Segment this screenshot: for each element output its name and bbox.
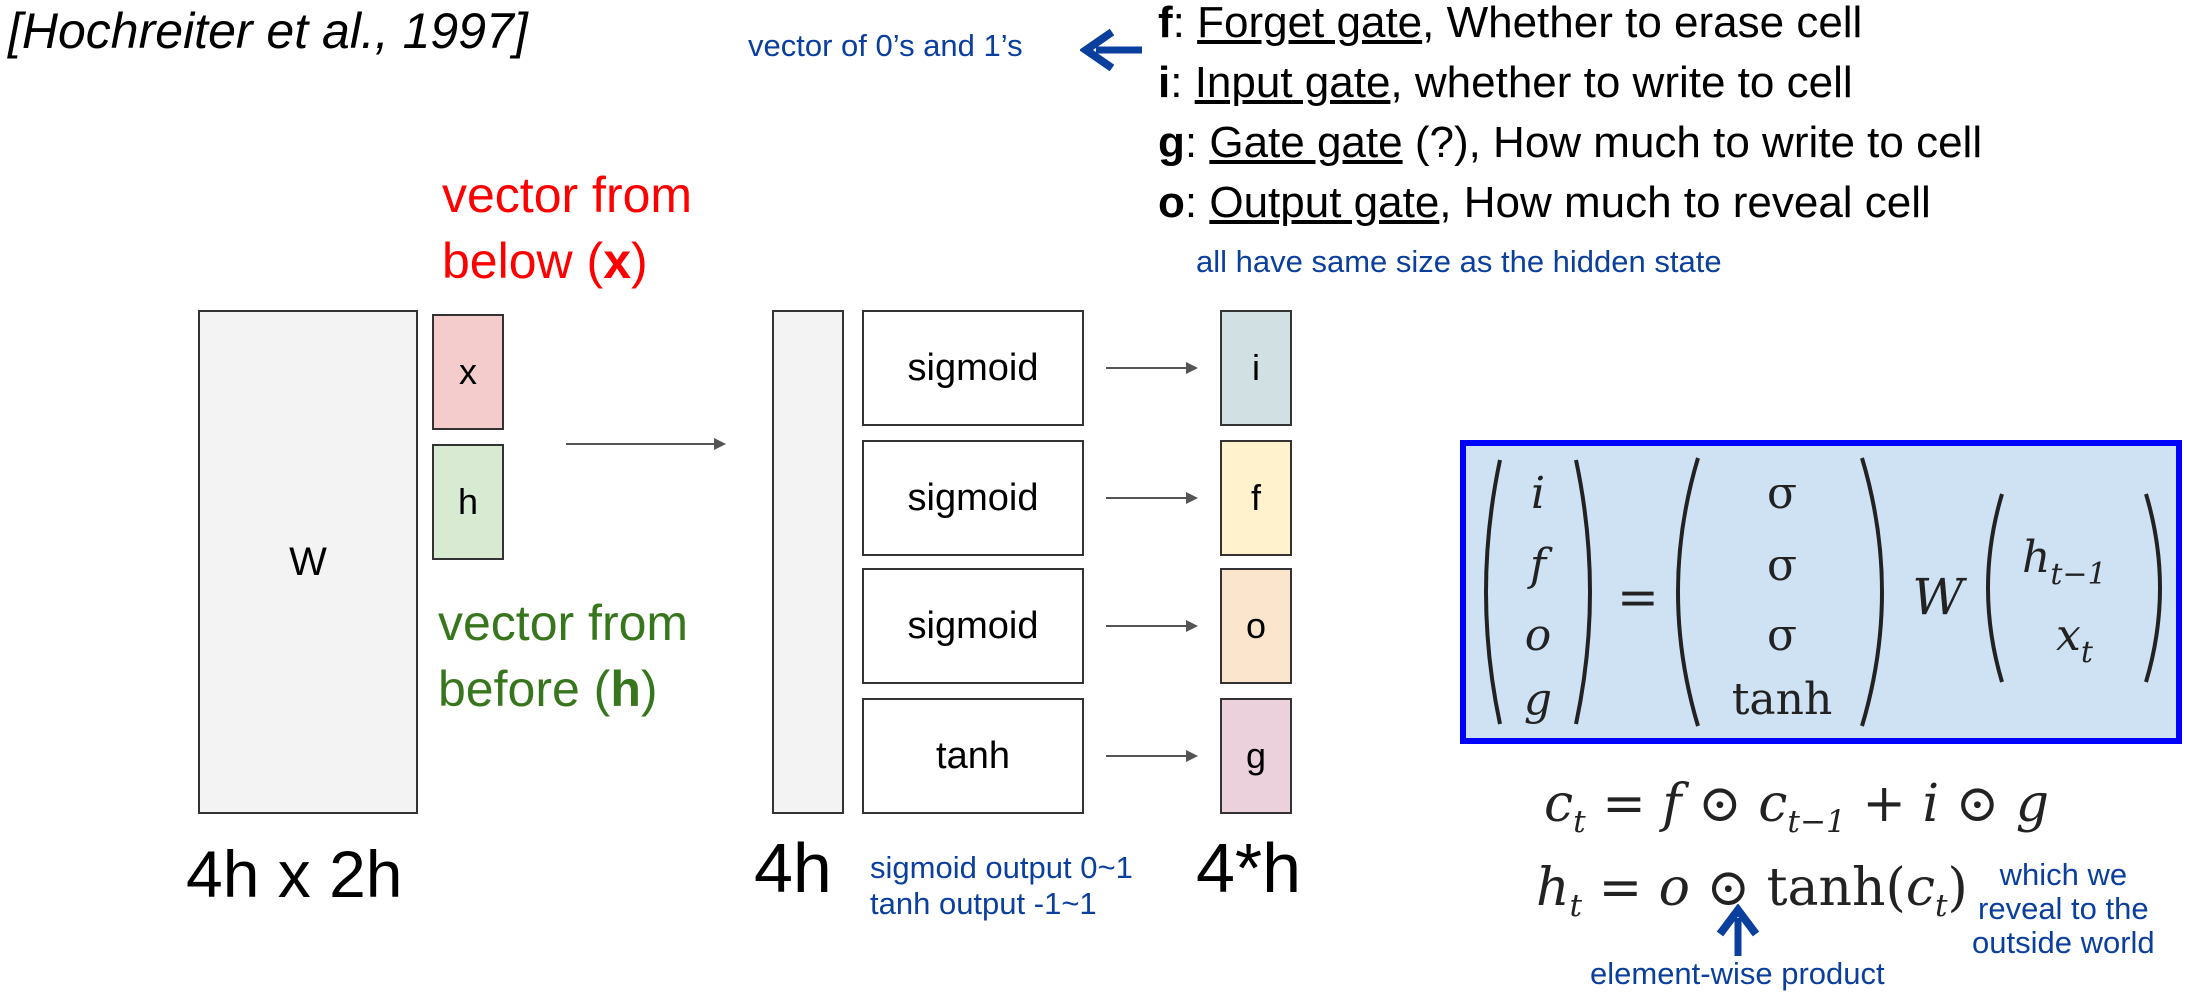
weight-matrix-label: W [289,539,327,584]
reveal-note-line3: outside world [1972,925,2155,960]
eq-lhs-i: i [1531,468,1545,519]
gate-letter: o [1158,178,1185,227]
hidden-state-equation: ht = o ⊙ tanh(ct) [1536,858,1968,924]
left-arrow-icon [1080,28,1142,72]
gate-box-label: g [1245,735,1267,776]
gate-desc: , whether to write to cell [1390,58,1853,107]
activation-label: sigmoid [907,346,1039,389]
gate-def-forget: f: Forget gate, Whether to erase cell [1158,0,1863,47]
eq-lhs-o: o [1525,610,1552,661]
citation: [Hochreiter et al., 1997] [8,3,528,59]
activation-note-line2: tanh output -1~1 [870,886,1097,921]
h-input-box: h [432,444,504,560]
right-arrow-icon [566,438,726,450]
gate-box-f: f [1220,440,1292,556]
gate-letter: g [1158,118,1185,167]
gate-box-label: o [1245,605,1267,646]
eq-rhs-1: σ [1767,468,1797,519]
arrow-icon-1 [1106,362,1198,374]
weight-matrix: W [198,310,418,814]
eq-w: W [1912,568,1967,626]
eq-rhs-3: σ [1767,610,1797,661]
gate-name: Gate gate [1209,118,1403,167]
product-note: element-wise product [1590,956,1885,991]
h-input-label: h [457,481,479,522]
cell-state-equation: ct = f ⊙ ct−1 + i ⊙ g [1544,774,2050,840]
activation-box-4: tanh [862,698,1084,814]
eq-rhs-4: tanh [1732,674,1833,725]
same-size-note: all have same size as the hidden state [1196,244,1722,279]
gate-note: vector of 0’s and 1’s [748,28,1023,63]
eq-lhs-g: g [1524,674,1552,725]
gate-letter: f [1158,0,1173,47]
pre-activation-vector [772,310,844,814]
arrow-icon-3 [1106,620,1198,632]
reveal-note-line1: which we [1999,857,2128,892]
gate-equation: i f o g = σ σ σ tanh W ht−1 xt [1484,457,2162,727]
x-input-label: x [459,351,477,392]
reveal-note: which we reveal to the outside world [1972,858,2155,960]
eq-h: ht−1 [2022,532,2107,592]
gate-letter: i [1158,58,1171,107]
activation-label: sigmoid [907,604,1039,647]
activation-box-3: sigmoid [862,568,1084,684]
gate-desc: (?), How much to write to cell [1402,118,1983,167]
h-vector-label: vector from before (h) [438,590,688,722]
eq-lhs-f: f [1527,540,1553,591]
gate-name: Output gate [1209,178,1440,227]
svg-text:=: = [1617,568,1659,626]
mid-dims: 4h [754,829,832,907]
gate-def-gate: g: Gate gate (?), How much to write to c… [1158,118,1983,167]
x-label-line1: vector from [442,167,693,223]
up-arrow-icon [1716,904,1760,956]
eq-rhs-2: σ [1767,540,1797,591]
activation-note-line1: sigmoid output 0~1 [870,850,1133,885]
gate-box-g: g [1220,698,1292,814]
gate-box-label: i [1252,347,1260,388]
gate-box-o: o [1220,568,1292,684]
gate-box-i: i [1220,310,1292,426]
activation-box-1: sigmoid [862,310,1084,426]
gate-box-label: f [1250,477,1261,518]
gate-def-input: i: Input gate, whether to write to cell [1158,58,1853,107]
activation-label: sigmoid [907,476,1039,519]
reveal-note-line2: reveal to the [1978,891,2149,926]
gate-name: Input gate [1194,58,1391,107]
gate-equation-box: i f o g = σ σ σ tanh W ht−1 xt [1460,440,2182,744]
gate-desc: , How much to reveal cell [1439,178,1931,227]
gate-desc: , Whether to erase cell [1422,0,1863,47]
arrow-icon-2 [1106,492,1198,504]
gate-def-output: o: Output gate, How much to reveal cell [1158,178,1931,227]
x-vector-label: vector from below (x) [442,162,692,294]
gate-name: Forget gate [1197,0,1423,47]
x-label-line2: below (x) [442,233,648,289]
activation-label: tanh [936,734,1010,777]
matrix-dims: 4h x 2h [186,837,403,911]
h-label-line1: vector from [438,595,689,651]
activation-box-2: sigmoid [862,440,1084,556]
out-dims: 4*h [1196,829,1302,907]
eq-x: xt [2056,610,2094,670]
activation-note: sigmoid output 0~1 tanh output -1~1 [870,850,1133,922]
arrow-icon-4 [1106,750,1198,762]
h-label-line2: before (h) [438,661,658,717]
x-input-box: x [432,314,504,430]
